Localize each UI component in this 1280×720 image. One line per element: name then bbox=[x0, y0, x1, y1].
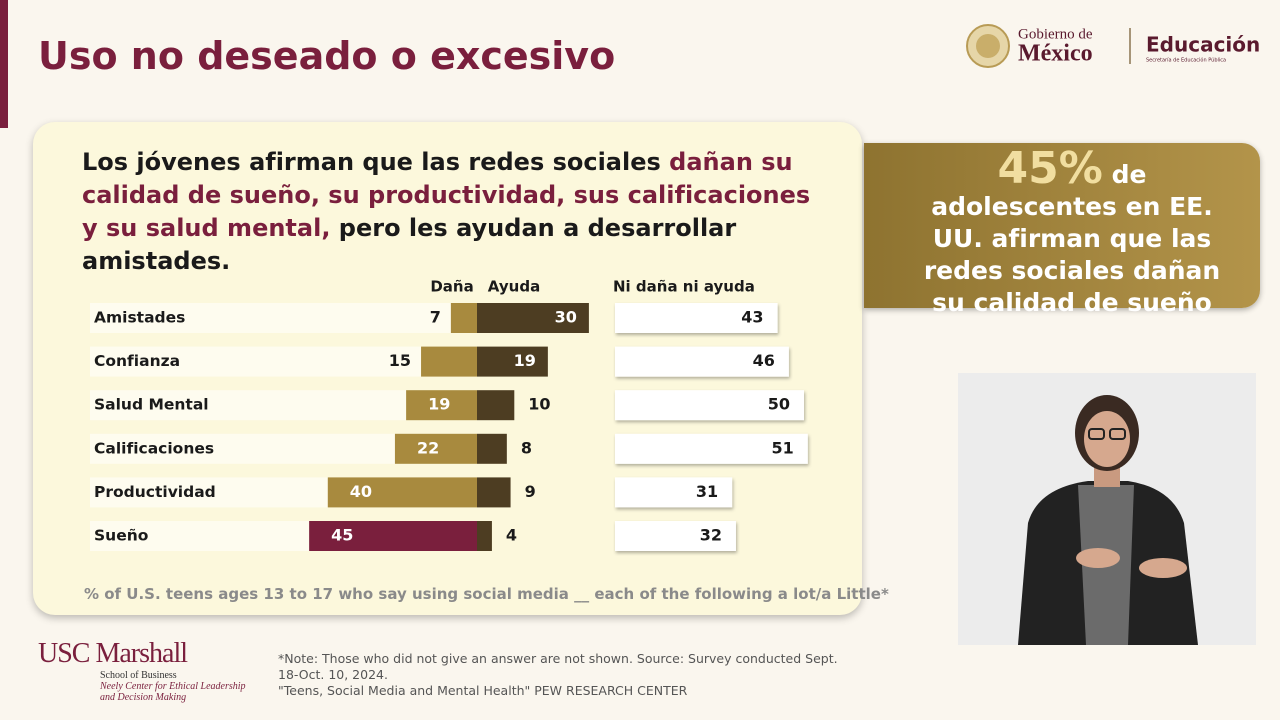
logo-text: Educación bbox=[1146, 33, 1260, 57]
hand bbox=[1076, 548, 1120, 568]
logo-text: Gobierno de bbox=[1018, 26, 1093, 42]
value-label: 30 bbox=[555, 308, 577, 327]
interpreter-video bbox=[958, 373, 1256, 645]
value-label: 43 bbox=[741, 308, 763, 327]
bar-help bbox=[477, 303, 589, 333]
glasses bbox=[1088, 428, 1105, 440]
legend-label: Ni daña ni ayuda bbox=[613, 278, 755, 296]
legend-label: Daña bbox=[430, 278, 473, 296]
value-label: 45 bbox=[331, 526, 353, 545]
logo-text: USC Marshall bbox=[38, 638, 188, 669]
bar-neither bbox=[615, 433, 808, 464]
bar-help bbox=[477, 390, 515, 421]
category-band bbox=[90, 477, 328, 508]
government-logo: Gobierno de México Educación Secretaría … bbox=[966, 24, 1260, 68]
bar-neither bbox=[615, 477, 733, 508]
bar-neither bbox=[615, 303, 778, 333]
bar-help bbox=[477, 346, 548, 377]
category-label: Confianza bbox=[94, 352, 180, 370]
value-label: 9 bbox=[525, 482, 536, 501]
category-label: Amistades bbox=[94, 309, 185, 327]
value-label: 7 bbox=[430, 308, 441, 327]
value-label: 19 bbox=[514, 351, 536, 370]
category-band bbox=[90, 390, 407, 421]
accent-bar bbox=[0, 0, 8, 128]
category-band bbox=[90, 433, 395, 464]
value-label: 4 bbox=[506, 526, 517, 545]
category-band bbox=[90, 521, 310, 551]
headline-highlight: dañan su calidad de sueño, su productivi… bbox=[82, 148, 811, 242]
logo-subtext: Secretaría de Educación Pública bbox=[1146, 57, 1226, 64]
category-band bbox=[90, 346, 422, 377]
value-label: 19 bbox=[428, 395, 450, 414]
slide-title: Uso no deseado o excesivo bbox=[38, 34, 616, 78]
bar-help bbox=[477, 477, 511, 508]
glasses bbox=[1109, 428, 1126, 440]
legend-label: Ayuda bbox=[488, 278, 540, 296]
bar-harm bbox=[406, 390, 477, 421]
value-label: 32 bbox=[700, 526, 722, 545]
hand bbox=[1139, 558, 1187, 578]
usc-logo: USC Marshall School of Business Neely Ce… bbox=[38, 638, 268, 703]
category-label: Salud Mental bbox=[94, 396, 209, 414]
callout-text: de adolescentes en EE. UU. afirman que l… bbox=[923, 160, 1221, 317]
bar-neither bbox=[615, 521, 736, 551]
headline-text: Los jóvenes afirman que las redes social… bbox=[82, 148, 670, 176]
logo-subtext: School of Business bbox=[100, 670, 177, 681]
source-note: *Note: Those who did not give an answer … bbox=[278, 651, 838, 699]
value-label: 46 bbox=[753, 351, 775, 370]
bar-help bbox=[477, 433, 507, 464]
value-label: 8 bbox=[521, 438, 532, 457]
source-line: "Teens, Social Media and Mental Health" … bbox=[278, 683, 688, 698]
source-line: *Note: Those who did not give an answer … bbox=[278, 651, 838, 682]
bar-harm bbox=[327, 477, 477, 508]
value-label: 31 bbox=[696, 482, 718, 501]
category-band bbox=[90, 303, 451, 333]
bar-neither bbox=[615, 346, 789, 377]
value-label: 22 bbox=[417, 438, 439, 457]
value-label: 40 bbox=[350, 482, 372, 501]
value-label: 51 bbox=[772, 438, 794, 457]
logo-subtext: Neely Center for Ethical Leadership and … bbox=[100, 681, 246, 703]
value-label: 15 bbox=[389, 351, 411, 370]
bar-help bbox=[477, 521, 492, 551]
headline-text: pero les ayudan a desarrollar amistades. bbox=[82, 214, 737, 275]
bar-harm bbox=[394, 433, 477, 464]
chart-note: % of U.S. teens ages 13 to 17 who say us… bbox=[84, 585, 889, 603]
category-label: Calificaciones bbox=[94, 439, 214, 457]
seal-center bbox=[976, 34, 1000, 58]
logo-text: México bbox=[1018, 41, 1093, 67]
bar-harm bbox=[421, 346, 477, 377]
callout: 45% de adolescentes en EE. UU. afirman q… bbox=[864, 143, 1260, 317]
category-label: Sueño bbox=[94, 527, 148, 545]
bar-neither bbox=[615, 390, 804, 421]
headline: Los jóvenes afirman que las redes social… bbox=[82, 146, 822, 278]
category-label: Productividad bbox=[94, 483, 216, 501]
bar-harm bbox=[450, 303, 477, 333]
person-face bbox=[1084, 411, 1130, 467]
bar-harm bbox=[309, 521, 477, 551]
value-label: 50 bbox=[768, 395, 790, 414]
value-label: 10 bbox=[528, 395, 550, 414]
callout-number: 45% bbox=[997, 143, 1103, 194]
